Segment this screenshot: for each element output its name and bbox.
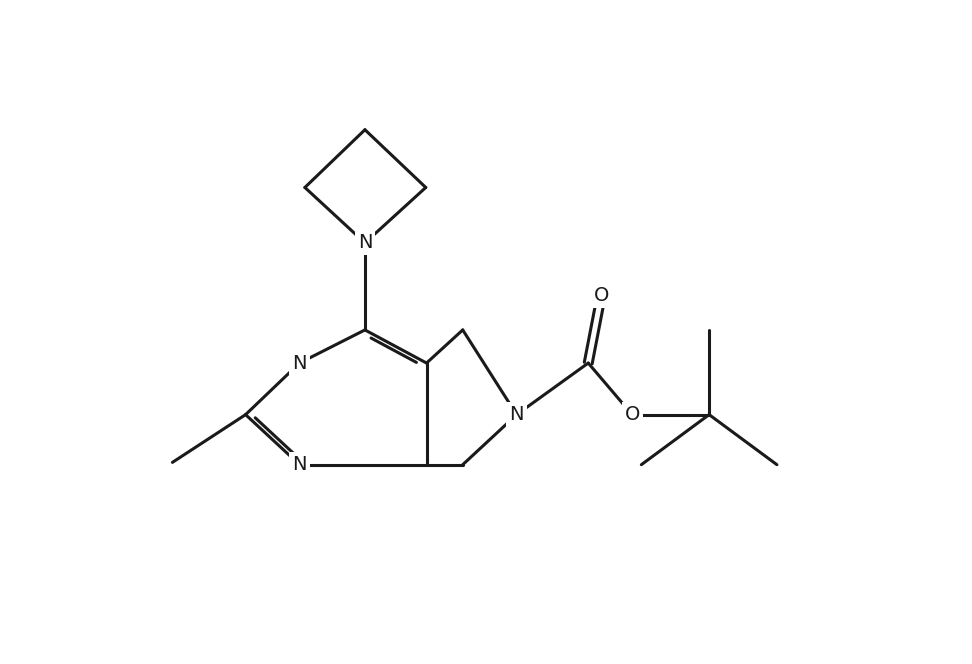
Text: N: N [358,234,372,252]
Text: N: N [509,405,524,424]
Text: N: N [293,456,307,474]
Text: O: O [594,286,609,305]
Text: O: O [624,405,640,424]
Text: N: N [293,353,307,373]
